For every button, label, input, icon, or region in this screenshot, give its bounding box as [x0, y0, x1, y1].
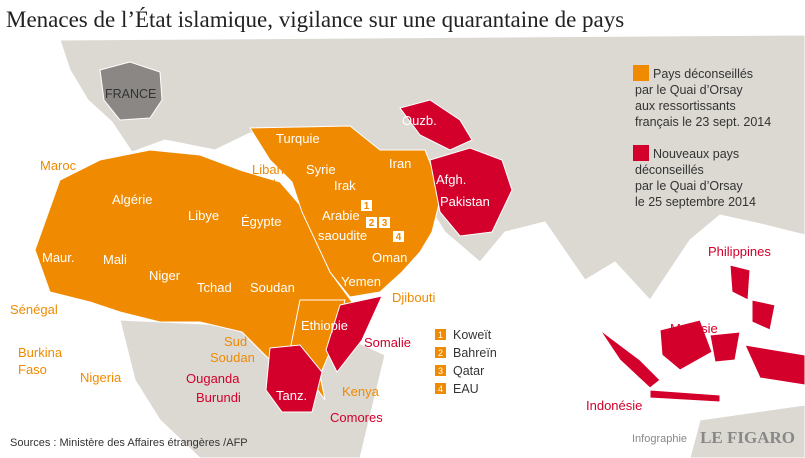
country-label: Soudan — [250, 280, 295, 295]
zone-philippines — [729, 264, 776, 331]
country-label: Iran — [389, 156, 411, 171]
country-label: Niger — [149, 268, 181, 283]
country-label: saoudite — [318, 228, 367, 243]
gulf-markers: 1 2 3 4 — [361, 200, 404, 243]
country-label: Oman — [372, 250, 407, 265]
country-label: Nigeria — [80, 370, 122, 385]
country-label: Tchad — [197, 280, 232, 295]
source: Sources : Ministère des Affaires étrangè… — [10, 437, 248, 449]
country-label: Sénégal — [10, 302, 58, 317]
country-label: Libye — [188, 208, 219, 223]
legend-swatch — [633, 145, 649, 161]
country-label: Philippines — [708, 244, 771, 259]
country-label: Yemen — [341, 274, 381, 289]
country-label: Afgh. — [436, 172, 466, 187]
legend-text: le 25 septembre 2014 — [635, 195, 756, 209]
legend-swatch — [633, 65, 649, 81]
country-label: Malaisie — [670, 321, 718, 336]
country-label: Égypte — [241, 214, 281, 229]
legend-text: Pays déconseillés — [653, 67, 753, 81]
zone-uzbekistan — [399, 99, 473, 151]
legend-text: déconseillés — [635, 163, 704, 177]
marker-box — [379, 217, 390, 228]
legend-text: aux ressortissants — [635, 99, 736, 113]
legend: Pays déconseillés par le Quai d’Orsay au… — [633, 65, 771, 209]
key-box — [435, 383, 446, 394]
zone-middle-east — [249, 125, 443, 298]
marker-box — [393, 231, 404, 242]
country-label: Irak — [334, 178, 356, 193]
country-label: Tanz. — [276, 388, 307, 403]
key-box — [435, 365, 446, 376]
country-label: Syrie — [306, 162, 336, 177]
key-name: Qatar — [453, 364, 484, 378]
country-label: Pakistan — [440, 194, 490, 209]
land-australia — [689, 404, 805, 458]
legend-text: par le Quai d’Orsay — [635, 83, 743, 97]
marker: 3 — [382, 218, 388, 229]
country-label: Faso — [18, 362, 47, 377]
country-label: Israël — [244, 177, 276, 192]
country-label: Mali — [103, 252, 127, 267]
zone-east-africa-red — [265, 344, 323, 413]
country-label: Sud — [224, 334, 247, 349]
marker-box — [361, 200, 372, 211]
country-label: Tunisie — [176, 166, 217, 181]
country-label: Turquie — [276, 131, 320, 146]
key-number: 4 — [438, 384, 443, 394]
country-label: Djibouti — [392, 290, 435, 305]
key-number: 2 — [438, 348, 443, 358]
country-label: Ouganda — [186, 371, 240, 386]
country-label: Ethiopie — [301, 318, 348, 333]
legend-text: Nouveaux pays — [653, 147, 739, 161]
country-label: Kenya — [342, 384, 380, 399]
key-name: EAU — [453, 382, 479, 396]
reference-label: FRANCE — [105, 87, 156, 101]
credit-label: Infographie — [632, 433, 687, 445]
key-box — [435, 347, 446, 358]
marker-box — [366, 217, 377, 228]
zone-afpak — [429, 147, 513, 237]
country-label: Arabie — [322, 208, 360, 223]
key-number: 1 — [438, 330, 443, 340]
key-box — [435, 329, 446, 340]
marker: 1 — [364, 201, 370, 212]
country-label: Ouzb. — [402, 113, 437, 128]
zone-indonesia — [599, 319, 805, 403]
country-label: Burundi — [196, 390, 241, 405]
country-label: Maur. — [42, 250, 75, 265]
legend-text: par le Quai d’Orsay — [635, 179, 743, 193]
legend-text: français le 23 sept. 2014 — [635, 115, 771, 129]
marker: 4 — [396, 232, 402, 243]
country-label: Algérie — [112, 192, 152, 207]
country-label: Somalie — [364, 335, 411, 350]
country-label: Maroc — [40, 158, 77, 173]
key-number: 3 — [438, 366, 443, 376]
key-name: Bahreïn — [453, 346, 497, 360]
country-label: Burkina — [18, 345, 63, 360]
gulf-key: 1 Koweït 2 Bahreïn 3 Qatar 4 EAU — [435, 328, 497, 396]
marker: 2 — [369, 218, 375, 229]
country-label: Indonésie — [586, 398, 642, 413]
country-label: Comores — [330, 410, 383, 425]
key-name: Koweït — [453, 328, 492, 342]
country-label: Soudan — [210, 350, 255, 365]
zone-somalia — [325, 295, 383, 373]
credit-brand: LE FIGARO — [700, 428, 795, 447]
country-label: Liban — [252, 162, 284, 177]
title: Menaces de l’État islamique, vigilance s… — [6, 7, 624, 32]
france — [99, 61, 163, 121]
